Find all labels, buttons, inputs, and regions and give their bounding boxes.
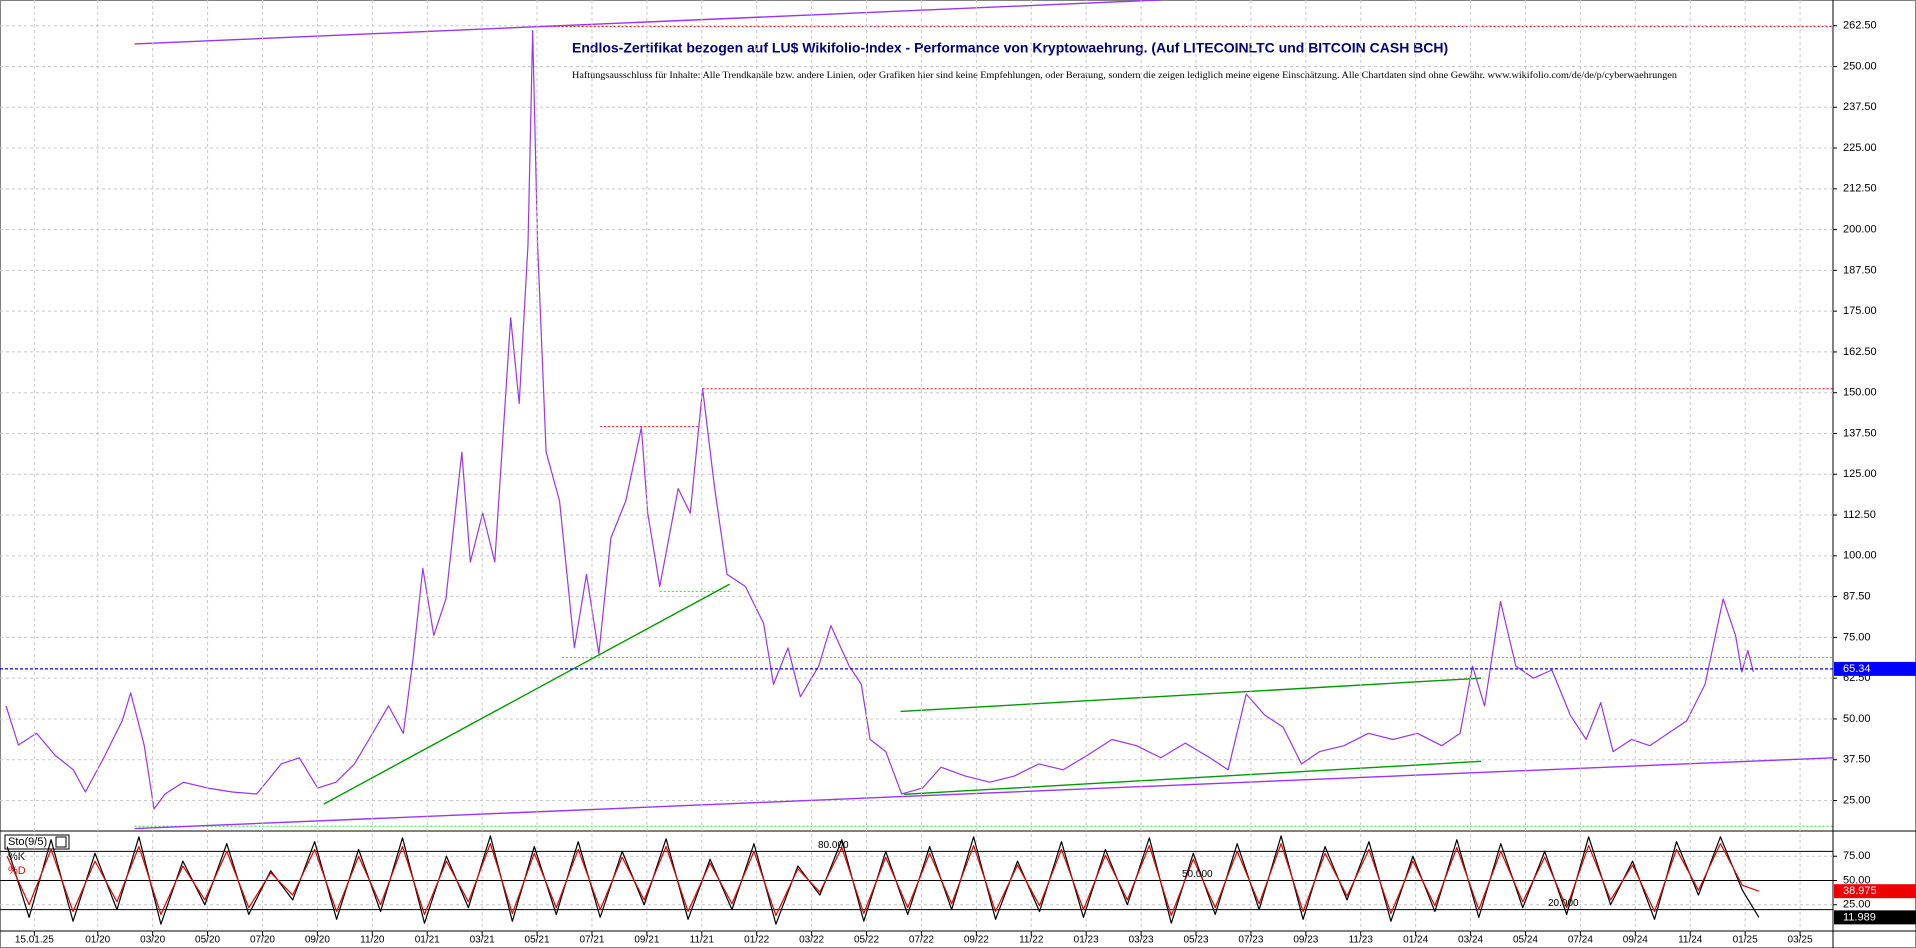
x-tick-label: 11/20 bbox=[360, 935, 385, 946]
x-tick-label: 05/23 bbox=[1183, 935, 1208, 946]
x-tick-label: 11/21 bbox=[690, 935, 715, 946]
level-label: 80.000 bbox=[818, 840, 849, 851]
x-tick-label: 03/24 bbox=[1458, 935, 1483, 946]
x-tick-label: 09/24 bbox=[1623, 935, 1648, 946]
trend-line bbox=[134, 0, 1161, 45]
x-tick-label: 03/25 bbox=[1788, 935, 1813, 946]
x-tick-label: 09/20 bbox=[305, 935, 330, 946]
y-tick-label: 125.00 bbox=[1843, 468, 1877, 480]
x-tick-label: 01/20 bbox=[85, 935, 110, 946]
trend-line bbox=[900, 677, 1482, 713]
x-tick-label: 01/21 bbox=[415, 935, 440, 946]
x-tick-label: 15.01.25 bbox=[15, 935, 54, 946]
trend-line bbox=[323, 583, 730, 805]
plot-area bbox=[0, 835, 1833, 925]
x-tick-label: 07/21 bbox=[579, 935, 604, 946]
chart-title: Endlos-Zertifikat bezogen auf LU$ Wikifo… bbox=[572, 40, 1448, 56]
y-tick-label: 75.00 bbox=[1843, 850, 1871, 862]
y-tick-label: 50.00 bbox=[1843, 713, 1871, 725]
legend-entry: %D bbox=[8, 865, 26, 877]
x-tick-label: 07/23 bbox=[1238, 935, 1263, 946]
series-line bbox=[6, 843, 1760, 917]
y-tick-label: 212.50 bbox=[1843, 183, 1877, 195]
y-tick-label: 100.00 bbox=[1843, 550, 1877, 562]
x-tick-label: 09/21 bbox=[634, 935, 659, 946]
x-tick-label: 11/22 bbox=[1019, 935, 1044, 946]
last-value-label: 38.975 bbox=[1843, 885, 1877, 897]
y-tick-label: 262.50 bbox=[1843, 20, 1877, 32]
x-tick-label: 01/23 bbox=[1074, 935, 1099, 946]
x-tick-label: 09/22 bbox=[964, 935, 989, 946]
legend-title: Sto(9/5) bbox=[8, 836, 47, 848]
legend-entry: %K bbox=[8, 851, 26, 863]
level-label: 20.000 bbox=[1548, 898, 1579, 909]
chart-subtitle: Haftungsausschluss für Inhalte: Alle Tre… bbox=[572, 70, 1678, 80]
x-tick-label: 01/22 bbox=[744, 935, 769, 946]
y-tick-label: 75.00 bbox=[1843, 631, 1871, 643]
y-tick-label: 25.00 bbox=[1843, 899, 1871, 911]
current-label: 65.34 bbox=[1843, 663, 1871, 675]
x-tick-label: 07/22 bbox=[909, 935, 934, 946]
trend-line bbox=[134, 757, 1833, 830]
level-label: 50.000 bbox=[1182, 869, 1213, 880]
x-tick-label: 05/22 bbox=[854, 935, 879, 946]
y-tick-label: 187.50 bbox=[1843, 264, 1877, 276]
y-tick-label: 37.50 bbox=[1843, 754, 1871, 766]
x-tick-label: 05/20 bbox=[195, 935, 220, 946]
y-tick-label: 50.00 bbox=[1843, 874, 1871, 886]
last-value-box bbox=[1834, 884, 1916, 899]
y-tick-label: 112.50 bbox=[1843, 509, 1876, 521]
y-tick-label: 137.50 bbox=[1843, 427, 1877, 439]
x-tick-label: 07/24 bbox=[1568, 935, 1593, 946]
x-tick-label: 03/20 bbox=[140, 935, 165, 946]
y-tick-label: 175.00 bbox=[1843, 305, 1877, 317]
y-tick-label: 237.50 bbox=[1843, 101, 1877, 113]
legend-icon bbox=[55, 836, 67, 848]
x-tick-label: 07/20 bbox=[250, 935, 275, 946]
x-tick-label: 09/23 bbox=[1293, 935, 1318, 946]
y-tick-label: 250.00 bbox=[1843, 60, 1877, 72]
current-box bbox=[1834, 661, 1916, 676]
x-tick-label: 05/24 bbox=[1513, 935, 1538, 946]
y-tick-label: 225.00 bbox=[1843, 142, 1877, 154]
x-tick-label: 03/22 bbox=[799, 935, 824, 946]
last-value-label: 11.989 bbox=[1843, 911, 1876, 923]
last-value-box bbox=[1834, 910, 1916, 925]
x-tick-label: 11/24 bbox=[1678, 935, 1703, 946]
y-tick-label: 150.00 bbox=[1843, 387, 1877, 399]
x-tick-label: 03/23 bbox=[1129, 935, 1154, 946]
trend-line bbox=[904, 760, 1482, 796]
x-tick-label: 05/21 bbox=[525, 935, 550, 946]
x-tick-label: 01/24 bbox=[1403, 935, 1428, 946]
y-tick-label: 200.00 bbox=[1843, 224, 1877, 236]
x-tick-label: 11/23 bbox=[1349, 935, 1374, 946]
y-tick-label: 87.50 bbox=[1843, 591, 1871, 603]
x-tick-label: 01/25 bbox=[1733, 935, 1758, 946]
x-tick-label: 03/21 bbox=[470, 935, 495, 946]
y-tick-label: 162.50 bbox=[1843, 346, 1877, 358]
y-tick-label: 25.00 bbox=[1843, 794, 1871, 806]
